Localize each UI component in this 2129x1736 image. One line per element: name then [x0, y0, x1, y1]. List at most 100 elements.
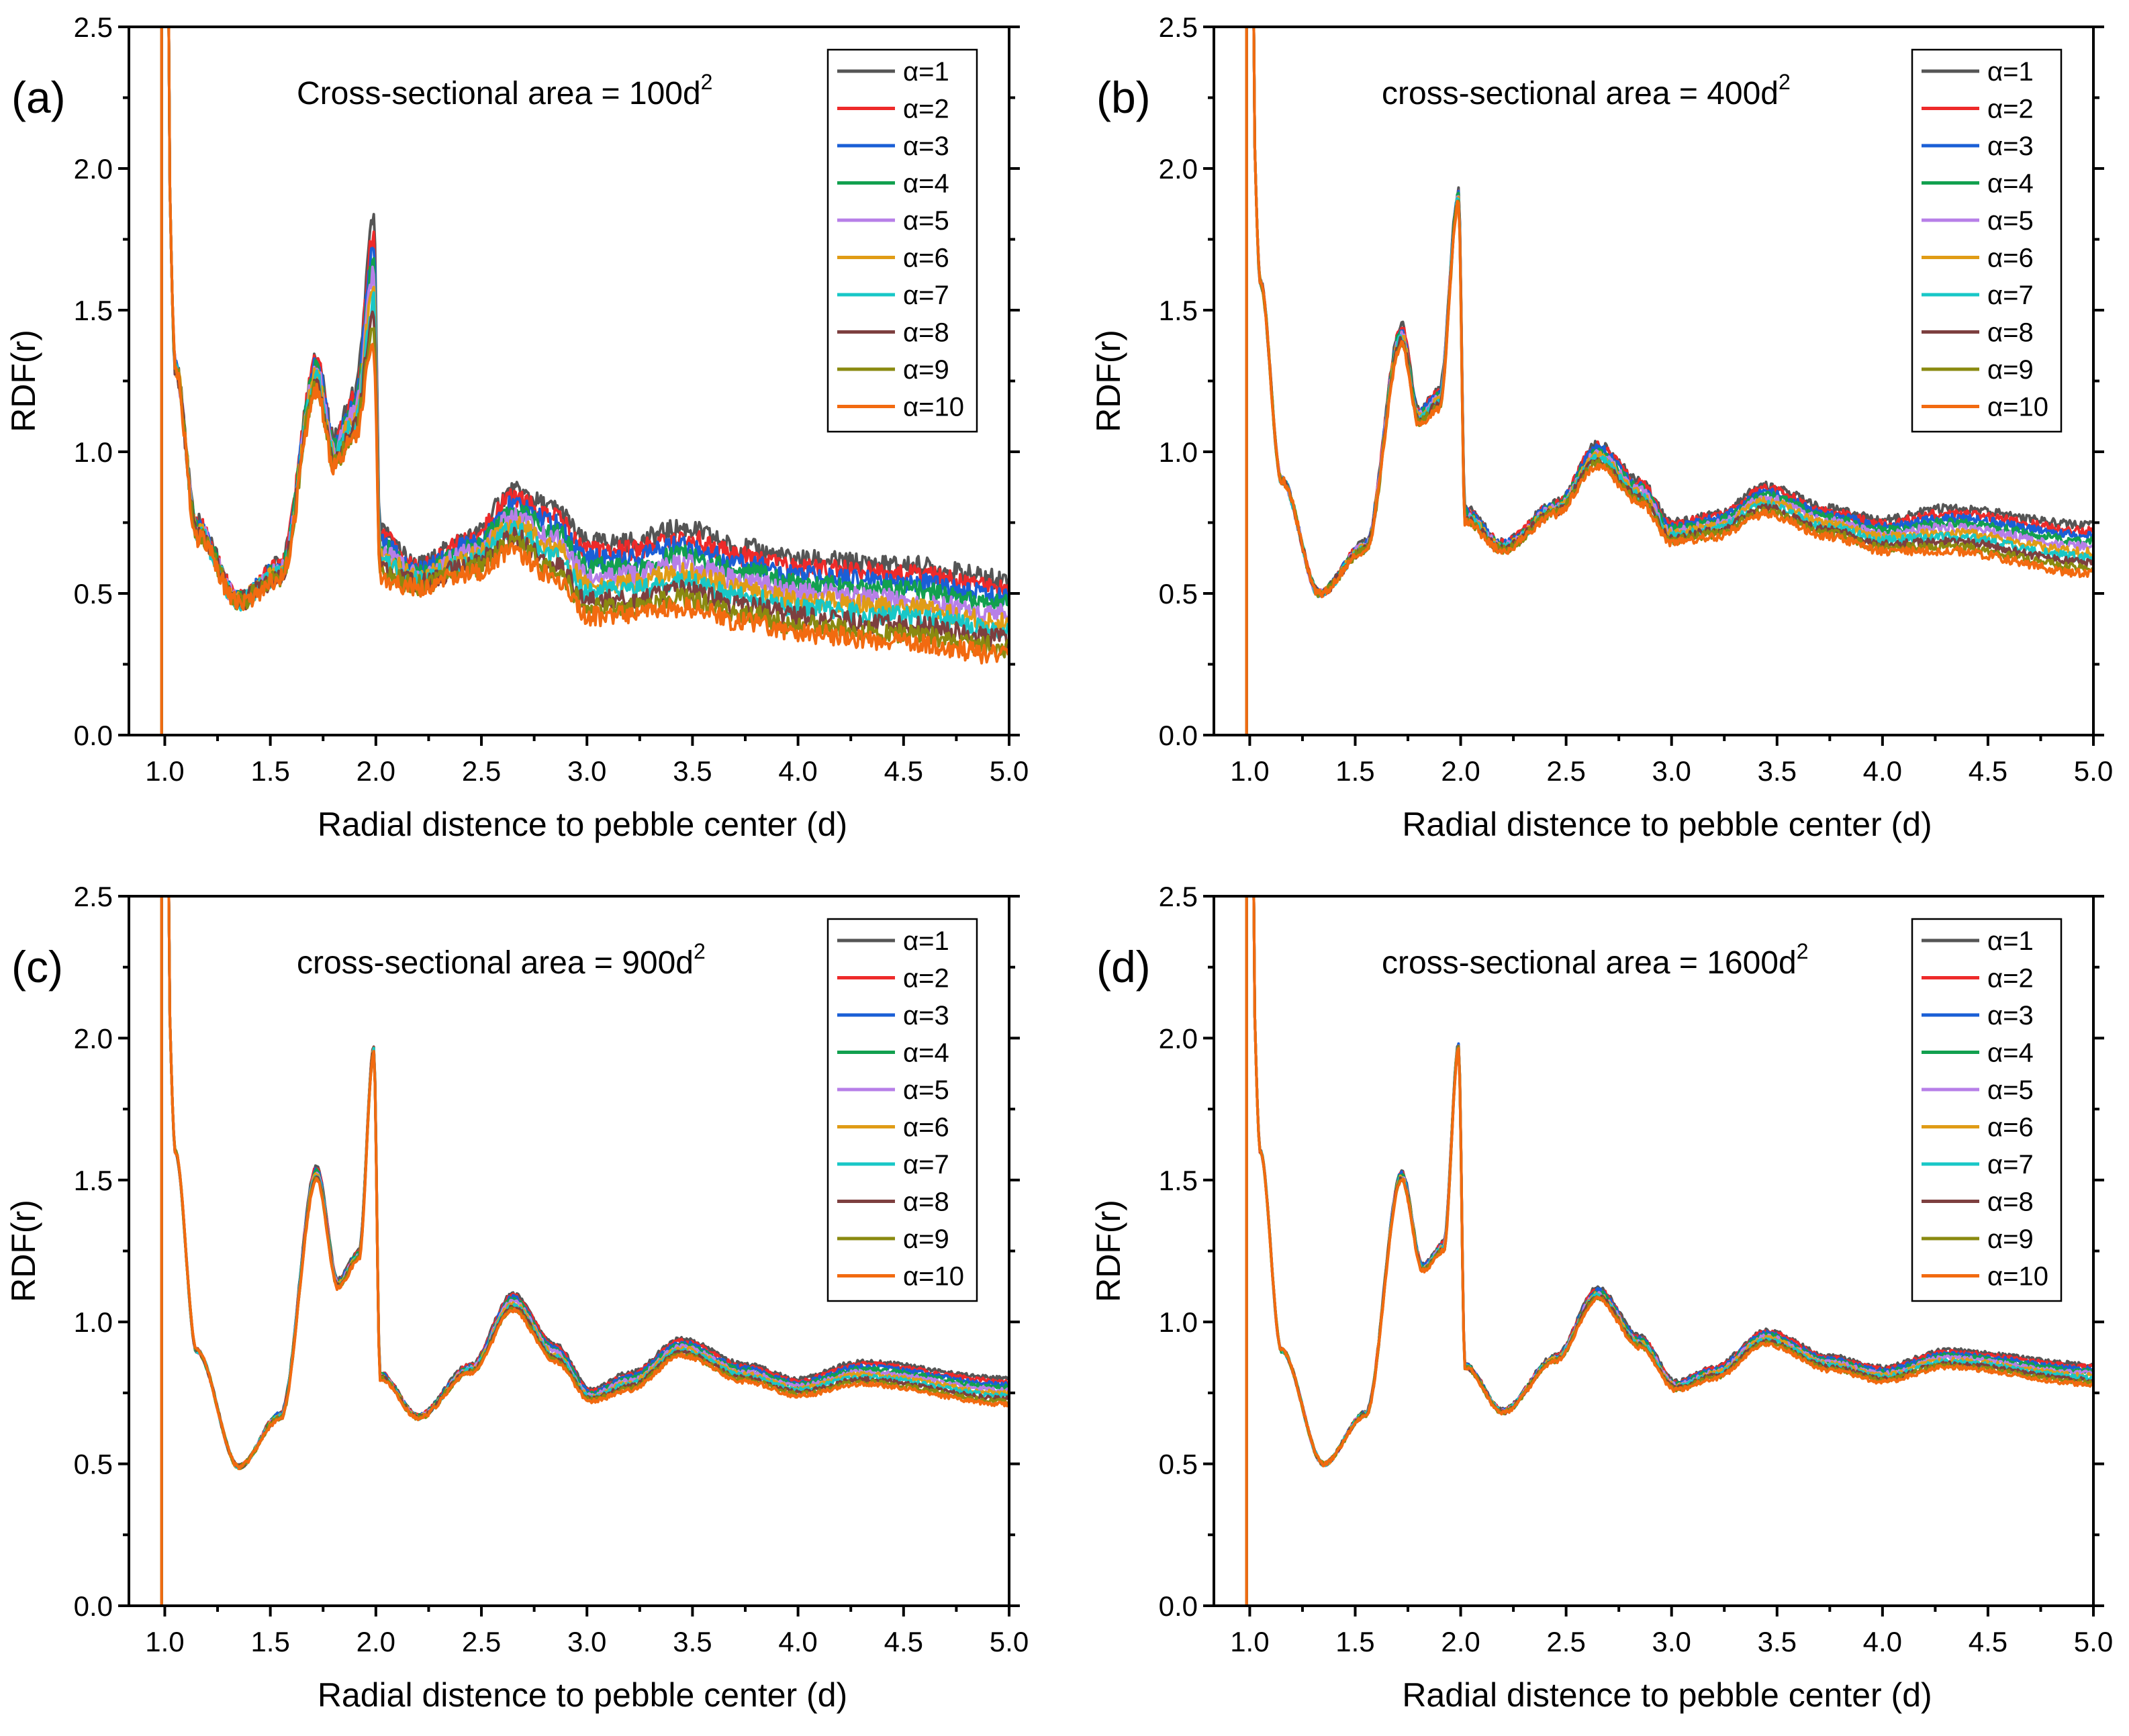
x-tick-label: 3.0 — [567, 1626, 606, 1657]
x-tick-label: 2.5 — [462, 755, 501, 787]
y-axis-label: RDF(r) — [1090, 1200, 1127, 1302]
legend-entry: α=1 — [903, 57, 949, 87]
x-axis-label: Radial distence to pebble center (d) — [318, 806, 847, 843]
legend-entry: α=2 — [903, 95, 949, 124]
panel-label: (d) — [1096, 942, 1151, 992]
legend-entry: α=3 — [903, 1001, 949, 1030]
legend-entry: α=4 — [1987, 1039, 2034, 1068]
y-tick-label: 2.0 — [74, 153, 113, 185]
y-axis-label: RDF(r) — [5, 330, 42, 432]
x-tick-label: 2.0 — [357, 755, 395, 787]
series-line-alpha-10 — [1214, 27, 2093, 735]
series-line-alpha-10 — [129, 896, 1009, 1606]
x-tick-label: 5.0 — [990, 1626, 1029, 1657]
legend-entry: α=5 — [1987, 1075, 2034, 1105]
y-tick-label: 0.5 — [1159, 578, 1198, 610]
legend-entry: α=2 — [1987, 964, 2034, 994]
x-tick-label: 1.5 — [1335, 755, 1374, 787]
x-tick-label: 1.5 — [1335, 1626, 1374, 1657]
legend: α=1 α=2 α=3 α=4 α=5 α=6 α=7 α=8 α=9 α=10 — [826, 918, 978, 1302]
panel-label: (a) — [11, 73, 66, 122]
x-axis-label: Radial distence to pebble center (d) — [1402, 1676, 1932, 1714]
legend-entry: α=2 — [1987, 95, 2034, 124]
legend-entry: α=9 — [903, 1224, 949, 1254]
legend-entry: α=4 — [903, 1039, 949, 1068]
legend-entry: α=8 — [903, 1188, 949, 1217]
x-tick-label: 2.0 — [1441, 755, 1480, 787]
panel-label: (b) — [1096, 73, 1151, 122]
x-tick-label: 4.0 — [778, 1626, 817, 1657]
legend-entry: α=7 — [1987, 281, 2034, 310]
series-line-alpha-10 — [129, 27, 1009, 735]
panel-label: (c) — [11, 942, 63, 992]
y-tick-label: 1.0 — [74, 436, 113, 468]
x-tick-label: 4.0 — [1863, 1626, 1902, 1657]
legend-entry: α=10 — [903, 1262, 964, 1292]
x-tick-label: 4.0 — [1863, 755, 1902, 787]
legend-entry: α=7 — [903, 281, 949, 310]
y-tick-label: 0.0 — [1159, 1590, 1198, 1622]
x-tick-label: 1.5 — [250, 755, 289, 787]
y-tick-label: 0.5 — [74, 578, 113, 610]
y-axis-label: RDF(r) — [1090, 330, 1127, 432]
legend-entry: α=9 — [1987, 355, 2034, 385]
x-tick-label: 3.5 — [1758, 1626, 1797, 1657]
series-lines — [1214, 896, 2093, 1606]
x-tick-label: 3.5 — [1758, 755, 1797, 787]
legend-entry: α=2 — [903, 964, 949, 994]
y-tick-label: 0.5 — [74, 1449, 113, 1480]
x-tick-label: 1.5 — [250, 1626, 289, 1657]
y-tick-label: 2.0 — [1159, 153, 1198, 185]
legend-entry: α=7 — [903, 1150, 949, 1179]
x-tick-label: 2.5 — [462, 1626, 501, 1657]
y-tick-label: 0.0 — [1159, 720, 1198, 751]
legend: α=1 α=2 α=3 α=4 α=5 α=6 α=7 α=8 α=9 α=10 — [1911, 48, 2063, 433]
y-tick-label: 2.5 — [1159, 11, 1198, 43]
panel-1: 1.0 1.5 2.0 2.5 3.0 3.5 4.0 4.5 5.0 0.0 0.5 1.0 1.5 2… — [5, 11, 1029, 843]
x-tick-label: 4.5 — [884, 1626, 923, 1657]
x-tick-label: 4.5 — [1969, 755, 2007, 787]
x-tick-label: 5.0 — [2074, 1626, 2113, 1657]
y-tick-label: 1.0 — [1159, 436, 1198, 468]
legend-entry: α=6 — [903, 244, 949, 273]
x-axis-label: Radial distence to pebble center (d) — [318, 1676, 847, 1714]
y-tick-label: 1.5 — [1159, 1165, 1198, 1196]
y-tick-label: 2.5 — [74, 881, 113, 912]
panel-4: 1.0 1.5 2.0 2.5 3.0 3.5 4.0 4.5 5.0 0.0 0.5 1.0 1.5 2… — [1090, 881, 2113, 1714]
legend: α=1 α=2 α=3 α=4 α=5 α=6 α=7 α=8 α=9 α=10 — [826, 48, 978, 433]
x-tick-label: 2.5 — [1546, 755, 1585, 787]
x-tick-label: 3.0 — [567, 755, 606, 787]
chart-title: cross-sectional area = 900d2 — [297, 939, 706, 981]
x-tick-label: 2.5 — [1546, 1626, 1585, 1657]
chart-title: cross-sectional area = 1600d2 — [1382, 939, 1809, 981]
y-tick-label: 1.5 — [74, 1165, 113, 1196]
legend-entry: α=3 — [1987, 1001, 2034, 1030]
legend-entry: α=6 — [903, 1113, 949, 1143]
chart-title: cross-sectional area = 400d2 — [1382, 70, 1791, 111]
x-tick-label: 5.0 — [2074, 755, 2113, 787]
legend: α=1 α=2 α=3 α=4 α=5 α=6 α=7 α=8 α=9 α=10 — [1911, 918, 2063, 1302]
y-tick-label: 1.5 — [1159, 295, 1198, 326]
legend-entry: α=10 — [1987, 1262, 2048, 1292]
legend-entry: α=8 — [903, 318, 949, 348]
legend-entry: α=1 — [903, 926, 949, 956]
series-line-alpha-10 — [1214, 896, 2093, 1606]
legend-entry: α=10 — [1987, 393, 2048, 422]
legend-entry: α=4 — [1987, 169, 2034, 199]
y-tick-label: 1.0 — [1159, 1306, 1198, 1338]
x-tick-label: 3.5 — [673, 755, 712, 787]
legend-entry: α=3 — [1987, 132, 2034, 161]
x-tick-label: 1.0 — [145, 1626, 184, 1657]
legend-entry: α=5 — [1987, 206, 2034, 236]
x-tick-label: 4.5 — [1969, 1626, 2007, 1657]
x-tick-label: 1.0 — [145, 755, 184, 787]
legend-entry: α=5 — [903, 206, 949, 236]
legend-entry: α=6 — [1987, 244, 2034, 273]
legend-entry: α=8 — [1987, 318, 2034, 348]
y-axis-label: RDF(r) — [5, 1200, 42, 1302]
series-lines — [129, 896, 1009, 1606]
x-tick-label: 4.5 — [884, 755, 923, 787]
x-tick-label: 5.0 — [990, 755, 1029, 787]
panel-3: 1.0 1.5 2.0 2.5 3.0 3.5 4.0 4.5 5.0 0.0 0.5 1.0 1.5 2… — [5, 881, 1029, 1714]
x-tick-label: 2.0 — [1441, 1626, 1480, 1657]
